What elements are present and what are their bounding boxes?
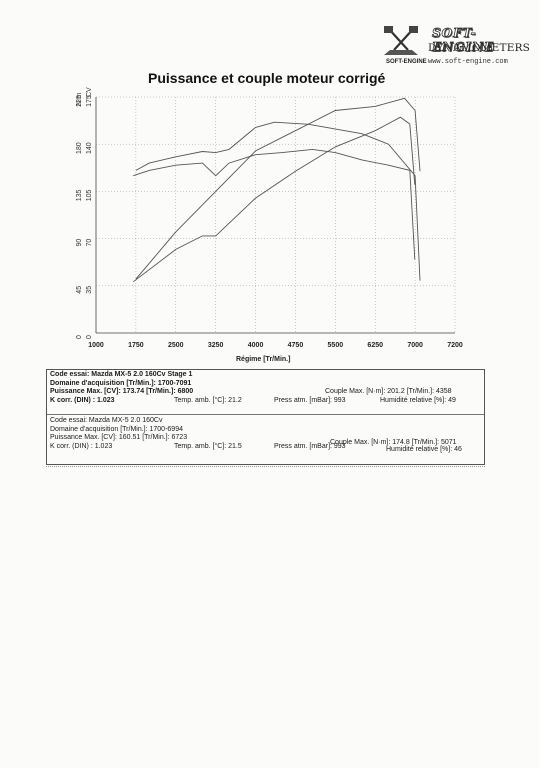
test-2-domain: Domaine d'acquisition [Tr/Min.]: 1700-69…: [50, 425, 183, 433]
test-1-press: Press atm. [mBar]: 993: [274, 396, 346, 404]
dyno-chart: 0 0 45 35 90 70 135 105 180 140 225 175 1000 1750 2500…: [76, 95, 463, 349]
series-line-1: [135, 121, 421, 281]
y-tick-label-nm: 135: [76, 189, 83, 201]
x-tick-label: 4750: [288, 342, 304, 349]
x-tick-label: 7200: [447, 342, 463, 349]
series-line-2: [135, 97, 421, 280]
test-2-power: Puissance Max. [CV]: 160.51 [Tr/Min.]: 6…: [50, 434, 188, 442]
test-2-press: Press atm. [mBar]: 993: [274, 442, 346, 450]
y-tick-label-cv: 70: [86, 239, 93, 247]
test-2-kcorr: K corr. (DIN) : 1.023: [50, 442, 113, 450]
small-logo-text: SOFT-ENGINE: [386, 59, 427, 65]
y-tick-label-cv: 175: [86, 95, 93, 107]
test-1-temp: Temp. amb. [°C]: 21.2: [174, 396, 242, 404]
x-tick-label: 3250: [208, 342, 224, 349]
y-tick-label-nm: 225: [76, 95, 83, 107]
x-tick-label: 1750: [128, 342, 144, 349]
brand-name: SOFT-ENGINE: [432, 26, 495, 55]
test-1-kcorr: K corr. (DIN) : 1.023: [50, 396, 115, 404]
y-tick-label-nm: 90: [76, 239, 83, 247]
test-1-torque: Couple Max. [N·m]: 201.2 [Tr/Min.]: 4358: [325, 388, 452, 396]
x-tick-label: 6250: [367, 342, 383, 349]
brand-subtitle: DYNAMOMETERS: [428, 42, 531, 54]
test-2-humidity: Humidité relative [%]: 46: [386, 446, 462, 453]
test-2-code: Code essai: Mazda MX-5 2.0 160Cv: [50, 417, 163, 424]
x-tick-label: 7000: [407, 342, 423, 349]
x-tick-label: 4000: [248, 342, 264, 349]
website-url: www.soft-engine.com: [428, 58, 508, 66]
y-tick-label-cv: 0: [86, 335, 93, 339]
test-1-domain: Domaine d'acquisition [Tr/Min.]: 1700-70…: [50, 379, 192, 387]
chart-title: Puissance et couple moteur corrigé: [148, 70, 386, 86]
series-line-3: [133, 148, 416, 260]
test-2-torque: Couple Max. [N·m]: 174.8 [Tr/Min.]: 5071: [330, 438, 457, 446]
info-separator: [47, 414, 484, 415]
test-1-code: Code essai: Mazda MX-5 2.0 160Cv Stage 1: [50, 371, 193, 378]
header-logo: SOFT-ENGINE DYNAMOMETERS SOFT-ENGINE www…: [380, 24, 530, 76]
test-1-humidity: Humidité relative [%]: 49: [380, 396, 456, 404]
test-2-temp: Temp. amb. [°C]: 21.5: [174, 442, 242, 450]
y-tick-label-cv: 35: [86, 286, 93, 294]
series-line-4: [132, 116, 416, 283]
x-tick-label: 5500: [328, 342, 344, 349]
x-tick-label: 1000: [88, 342, 104, 349]
y-tick-label-nm: 180: [76, 142, 83, 154]
test-1-power: Puissance Max. [CV]: 173.74 [Tr/Min.]: 6…: [50, 388, 194, 396]
y-tick-label-cv: 105: [86, 189, 93, 201]
x-tick-label: 2500: [168, 342, 184, 349]
bottom-dotted-rule: [46, 466, 485, 467]
y-tick-label-nm: 0: [76, 335, 83, 339]
x-axis-label: Régime [Tr/Min.]: [236, 356, 291, 363]
y-tick-label-cv: 140: [86, 142, 93, 154]
crossed-pistons-icon: [384, 26, 418, 55]
test-info-box: Code essai: Mazda MX-5 2.0 160Cv Stage 1…: [46, 369, 485, 465]
y-tick-label-nm: 45: [76, 286, 83, 294]
